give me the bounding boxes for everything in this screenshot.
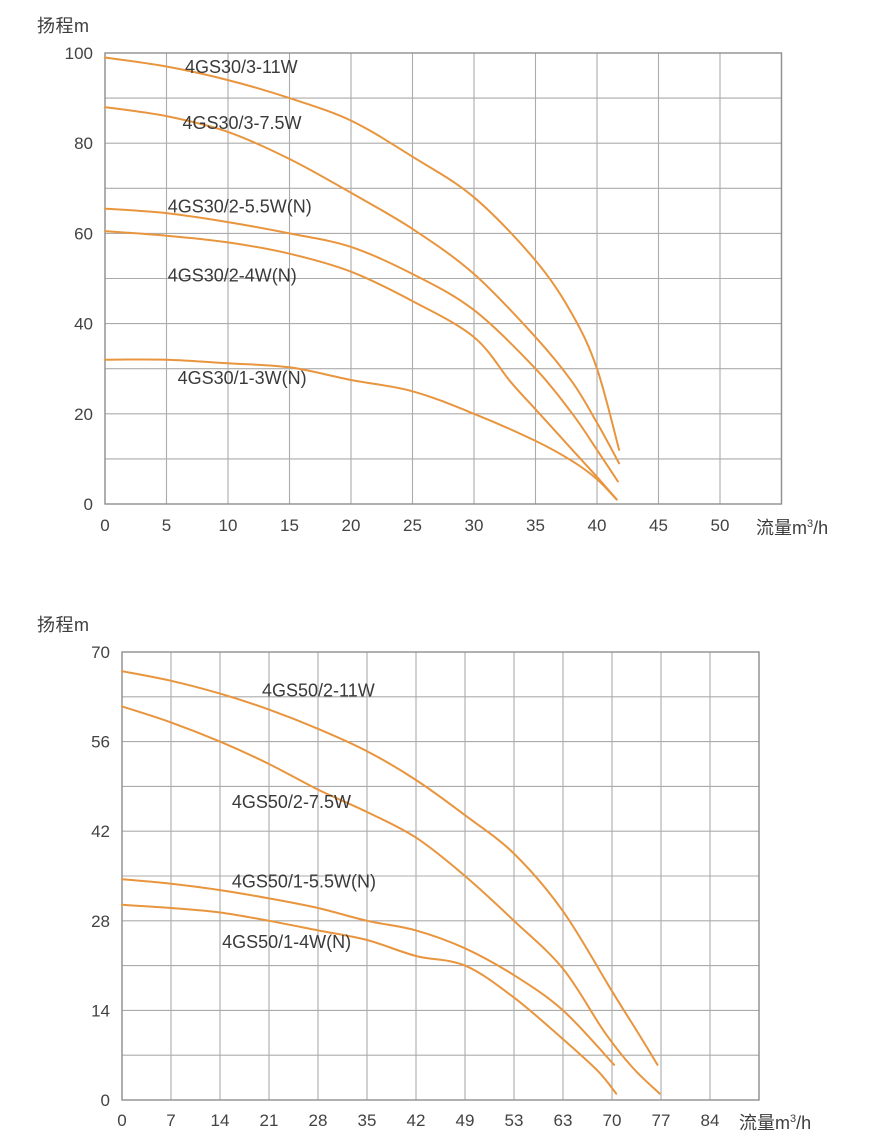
- x-tick-label: 40: [588, 516, 607, 535]
- x-tick-label: 35: [526, 516, 545, 535]
- y-tick-label: 60: [74, 224, 93, 243]
- y-tick-label: 100: [65, 44, 93, 63]
- pump-curve-chart-2: 0 7 14 21 28 35 42 49 53 63 70 77 84 70 56 42 28 14 0 4GS50…: [91, 643, 760, 1130]
- x-tick-label: 14: [211, 1111, 230, 1130]
- flow-unit-suffix: /h: [796, 1113, 812, 1133]
- curve-label-4GS50/2-7.5W: 4GS50/2-7.5W: [232, 792, 351, 812]
- curve-4GS30/2-4W(N): [104, 230, 618, 501]
- x-tick-label: 15: [280, 516, 299, 535]
- x-tick-label: 84: [701, 1111, 720, 1130]
- x-axis-ticks: 0 5 10 15 20 25 30 35 40 45 50: [100, 516, 729, 535]
- x-tick-label: 28: [309, 1111, 328, 1130]
- y-tick-label: 80: [74, 134, 93, 153]
- curve-label-4GS50/1-5.5W(N): 4GS50/1-5.5W(N): [232, 871, 376, 891]
- y-tick-label: 70: [91, 643, 110, 662]
- x-tick-label: 45: [649, 516, 668, 535]
- x-tick-label: 42: [407, 1111, 426, 1130]
- y-tick-label: 0: [84, 495, 93, 514]
- x-tick-label: 70: [603, 1111, 622, 1130]
- curve-4GS30/3-11W: [104, 56, 621, 451]
- y-tick-label: 0: [101, 1091, 110, 1110]
- y-axis-title-chart1: 扬程m: [37, 16, 90, 36]
- curve-4GS50/1-5.5W(N): [121, 878, 616, 1066]
- curve-4GS30/1-3W(N): [104, 358, 618, 501]
- x-axis-title-chart2: 流量m3/h: [739, 1109, 811, 1135]
- curve-label-4GS30/3-11W: 4GS30/3-11W: [185, 57, 298, 77]
- x-tick-label: 0: [100, 516, 109, 535]
- x-tick-label: 7: [166, 1111, 175, 1130]
- x-tick-label: 0: [117, 1111, 126, 1130]
- x-tick-label: 35: [358, 1111, 377, 1130]
- y-tick-label: 14: [91, 1001, 110, 1020]
- curve-4GS50/2-11W: [121, 670, 659, 1066]
- curve-4GS50/1-4W(N): [121, 903, 618, 1095]
- x-tick-label: 10: [219, 516, 238, 535]
- curve-label-4GS30/3-7.5W: 4GS30/3-7.5W: [182, 113, 301, 133]
- curve-4GS30/2-5.5W(N): [104, 207, 619, 483]
- x-tick-label: 20: [342, 516, 361, 535]
- curve-4GS50/2-7.5W: [121, 705, 661, 1095]
- curve-label-4GS30/2-5.5W(N): 4GS30/2-5.5W(N): [168, 197, 312, 217]
- grid: [121, 651, 760, 1101]
- x-tick-label: 63: [554, 1111, 573, 1130]
- y-tick-label: 20: [74, 405, 93, 424]
- curve-label-4GS30/1-3W(N): 4GS30/1-3W(N): [178, 368, 307, 388]
- x-tick-label: 5: [162, 516, 171, 535]
- flow-unit-superscript: 3: [790, 1113, 797, 1125]
- curve-label-4GS50/2-11W: 4GS50/2-11W: [262, 681, 375, 701]
- plot-border: [104, 52, 783, 505]
- flow-unit-base: 流量m: [756, 518, 807, 538]
- x-tick-label: 49: [456, 1111, 475, 1130]
- flow-unit-base: 流量m: [739, 1113, 790, 1133]
- x-tick-label: 30: [465, 516, 484, 535]
- curve-4GS30/3-7.5W: [104, 106, 621, 465]
- x-axis-title-chart1: 流量m3/h: [756, 514, 828, 540]
- y-tick-label: 40: [74, 315, 93, 334]
- flow-unit-superscript: 3: [807, 518, 814, 530]
- y-tick-label: 56: [91, 733, 110, 752]
- y-axis-title-chart2: 扬程m: [37, 615, 90, 635]
- y-axis-ticks: 70 56 42 28 14 0: [91, 643, 110, 1110]
- curve-label-4GS30/2-4W(N): 4GS30/2-4W(N): [168, 266, 297, 286]
- y-tick-label: 28: [91, 912, 110, 931]
- x-tick-label: 50: [711, 516, 730, 535]
- x-axis-ticks: 0 7 14 21 28 35 42 49 53 63 70 77 84: [117, 1111, 719, 1130]
- y-tick-label: 42: [91, 822, 110, 841]
- x-tick-label: 25: [403, 516, 422, 535]
- x-tick-label: 77: [652, 1111, 671, 1130]
- y-axis-ticks: 100 80 60 40 20 0: [65, 44, 93, 514]
- flow-unit-suffix: /h: [813, 518, 829, 538]
- pump-curve-chart-1: 0 5 10 15 20 25 30 35 40 45 50 100 80 60 40 20 0 4GS30/3-…: [65, 44, 783, 535]
- x-tick-label: 53: [505, 1111, 524, 1130]
- curve-label-4GS50/1-4W(N): 4GS50/1-4W(N): [222, 932, 351, 952]
- x-tick-label: 21: [260, 1111, 279, 1130]
- plot-border: [121, 651, 760, 1101]
